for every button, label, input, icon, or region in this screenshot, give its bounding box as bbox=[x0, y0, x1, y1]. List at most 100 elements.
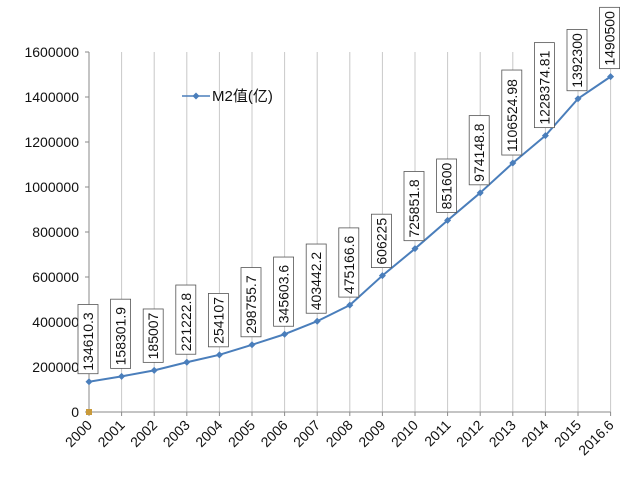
data-label-group-2011: 851600 bbox=[436, 158, 458, 213]
x-tick-label-2012: 2012 bbox=[453, 417, 486, 450]
data-point-2003 bbox=[183, 358, 191, 366]
data-label-2002: 185007 bbox=[145, 312, 161, 359]
data-label-box-2013 bbox=[501, 69, 523, 156]
legend-diamond-marker bbox=[192, 92, 200, 100]
y-tick-label-400000: 400000 bbox=[32, 314, 79, 330]
y-tick-label-1200000: 1200000 bbox=[24, 134, 79, 150]
data-point-2006 bbox=[281, 330, 289, 338]
data-point-2000 bbox=[85, 378, 93, 386]
x-tick-label-2005: 2005 bbox=[225, 417, 258, 450]
data-point-2010 bbox=[411, 245, 419, 253]
data-label-box-2010 bbox=[403, 171, 425, 242]
x-tick-label-2008: 2008 bbox=[323, 417, 356, 450]
data-label-group-2013: 1106524.98 bbox=[501, 69, 523, 156]
data-point-2009 bbox=[378, 272, 386, 280]
data-label-2007: 403442.2 bbox=[308, 252, 324, 311]
x-tick-label-2003: 2003 bbox=[160, 417, 193, 450]
vertical-gridlines bbox=[121, 52, 612, 412]
x-tick-label-2016.6: 2016.6 bbox=[575, 417, 617, 459]
data-label-2004: 254107 bbox=[210, 297, 226, 344]
origin-marker bbox=[86, 409, 92, 415]
data-label-box-2012 bbox=[468, 115, 490, 186]
x-tick-label-2007: 2007 bbox=[290, 417, 323, 450]
data-label-group-2015: 1392300 bbox=[566, 29, 588, 92]
y-tick-label-800000: 800000 bbox=[32, 224, 79, 240]
series-m2 bbox=[85, 73, 615, 415]
data-label-2008: 475166.6 bbox=[341, 235, 357, 294]
data-label-2015: 1392300 bbox=[569, 33, 585, 88]
data-point-2008 bbox=[346, 301, 354, 309]
data-label-group-2014: 1228374.81 bbox=[534, 42, 555, 129]
data-label-box-2014 bbox=[534, 42, 555, 129]
y-tick-label-1000000: 1000000 bbox=[24, 179, 79, 195]
data-label-box-2008 bbox=[338, 227, 360, 298]
data-point-2015 bbox=[574, 95, 582, 103]
x-axis: 2000 2001 2002 2003 2004 2005 2006 2007 2008 2009… bbox=[62, 411, 617, 459]
data-label-2009: 606225 bbox=[373, 218, 389, 265]
x-tick-label-2001: 2001 bbox=[94, 417, 127, 450]
data-label-2000: 134610.3 bbox=[80, 312, 96, 371]
data-point-2011 bbox=[444, 216, 452, 224]
data-label-2006: 345603.6 bbox=[276, 265, 292, 324]
data-label-2016.6: 1490500 bbox=[602, 11, 618, 66]
x-tick-label-2013: 2013 bbox=[486, 417, 519, 450]
data-label-group-2007: 403442.2 bbox=[305, 243, 327, 314]
data-label-group-2001: 158301.9 bbox=[110, 298, 131, 369]
data-label-box-2000 bbox=[77, 304, 99, 375]
data-label-group-2003: 221222.8 bbox=[175, 284, 197, 355]
y-axis: 0 200000 400000 600000 800000 1000000 1200000 1… bbox=[24, 44, 90, 420]
x-tick-label-2004: 2004 bbox=[192, 417, 225, 450]
data-point-2012 bbox=[476, 189, 484, 197]
data-label-2005: 298755.7 bbox=[243, 275, 259, 334]
y-tick-label-1400000: 1400000 bbox=[24, 89, 79, 105]
x-tick-label-2014: 2014 bbox=[518, 417, 551, 450]
y-tick-label-600000: 600000 bbox=[32, 269, 79, 285]
data-point-2001 bbox=[118, 372, 126, 380]
data-label-box-2007 bbox=[305, 243, 327, 314]
data-label-group-2004: 254107 bbox=[207, 293, 229, 348]
x-tick-label-2000: 2000 bbox=[62, 417, 95, 450]
data-label-group-2009: 606225 bbox=[370, 213, 392, 268]
data-label-2014: 1228374.81 bbox=[536, 50, 552, 124]
data-label-2001: 158301.9 bbox=[113, 307, 129, 366]
data-label-group-2012: 974148.8 bbox=[468, 115, 490, 186]
data-label-box-2009 bbox=[370, 213, 392, 268]
data-label-box-2005 bbox=[240, 267, 262, 338]
data-label-box-2016.6 bbox=[599, 6, 620, 70]
data-point-2014 bbox=[541, 132, 549, 140]
data-label-group-2000: 134610.3 bbox=[77, 304, 99, 375]
data-label-2010: 725851.8 bbox=[406, 179, 422, 238]
legend-label: M2值(亿) bbox=[212, 88, 273, 105]
data-point-2007 bbox=[313, 317, 321, 325]
data-label-2012: 974148.8 bbox=[471, 123, 487, 182]
x-tick-label-2006: 2006 bbox=[257, 417, 290, 450]
data-label-group-2016.6: 1490500 bbox=[599, 6, 620, 70]
data-label-box-2006 bbox=[273, 256, 295, 327]
data-labels: 134610.3 158301.9 185007 221222.8 254107 2987… bbox=[77, 6, 620, 375]
data-label-group-2006: 345603.6 bbox=[273, 256, 295, 327]
data-point-2002 bbox=[150, 366, 158, 374]
y-tick-label-1600000: 1600000 bbox=[24, 44, 79, 60]
x-tick-label-2009: 2009 bbox=[355, 417, 388, 450]
data-label-2003: 221222.8 bbox=[178, 293, 194, 352]
x-tick-label-2011: 2011 bbox=[421, 417, 454, 450]
data-label-group-2008: 475166.6 bbox=[338, 227, 360, 298]
y-tick-label-200000: 200000 bbox=[32, 359, 79, 375]
data-point-2005 bbox=[248, 341, 256, 349]
data-label-2013: 1106524.98 bbox=[504, 79, 520, 152]
data-label-2011: 851600 bbox=[439, 162, 455, 209]
data-label-box-2001 bbox=[110, 298, 131, 369]
legend: M2值(亿) bbox=[182, 88, 273, 105]
data-label-box-2002 bbox=[142, 308, 164, 363]
data-point-2004 bbox=[215, 351, 223, 359]
data-label-box-2015 bbox=[566, 29, 588, 92]
x-tick-label-2010: 2010 bbox=[388, 417, 421, 450]
x-tick-label-2002: 2002 bbox=[127, 417, 160, 450]
data-point-2016.6 bbox=[607, 73, 615, 81]
data-label-box-2004 bbox=[207, 293, 229, 348]
data-label-box-2011 bbox=[436, 158, 458, 213]
data-label-group-2010: 725851.8 bbox=[403, 171, 425, 242]
data-point-2013 bbox=[509, 159, 517, 167]
data-label-box-2003 bbox=[175, 284, 197, 355]
